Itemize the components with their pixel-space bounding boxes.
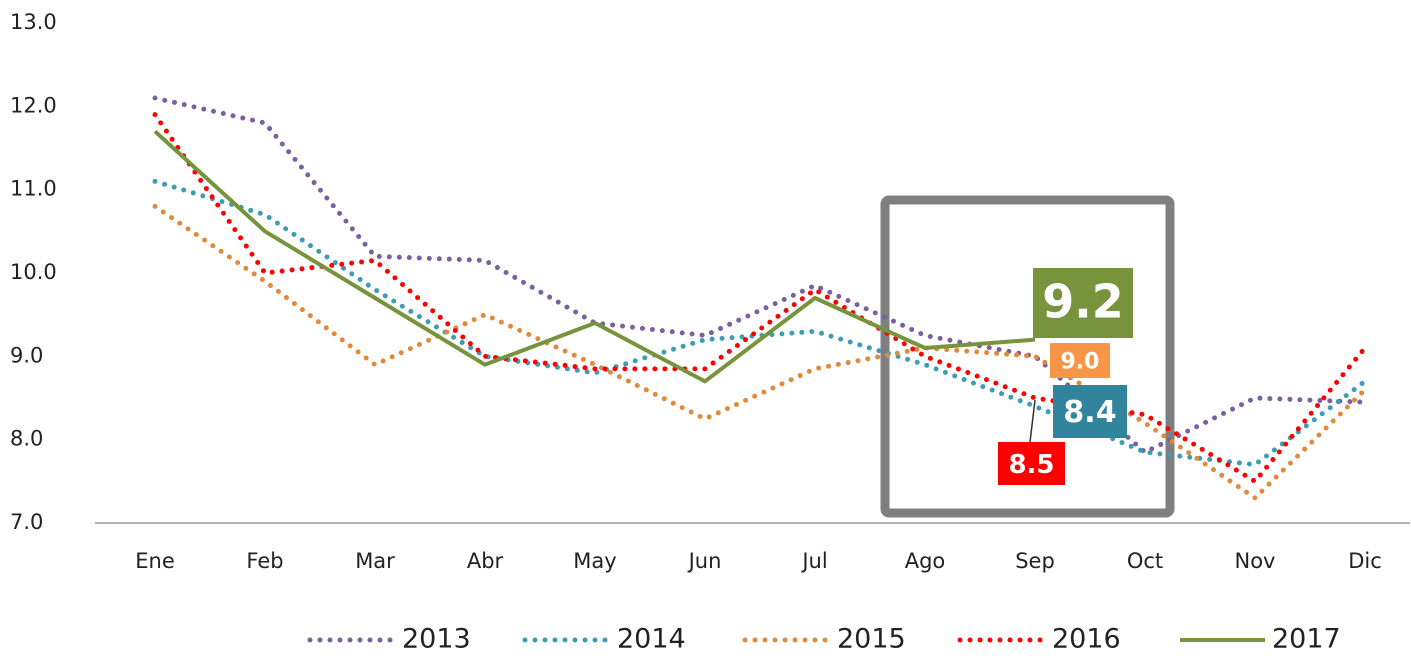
x-tick-label: May [573, 549, 616, 573]
y-tick-label: 12.0 [10, 93, 57, 117]
y-tick-label: 10.0 [10, 260, 57, 284]
x-tick-label: Ago [905, 549, 946, 573]
y-tick-label: 11.0 [10, 177, 57, 201]
y-tick-label: 9.0 [10, 343, 43, 367]
highlight-box [880, 195, 1175, 518]
y-tick-label: 8.0 [10, 427, 43, 451]
x-tick-label: Sep [1015, 549, 1055, 573]
series-line [152, 178, 1368, 468]
legend-label: 2016 [1052, 624, 1121, 655]
data-label: 8.5 [1008, 450, 1054, 480]
series-line [152, 112, 1368, 484]
x-tick-label: Dic [1348, 549, 1382, 573]
data-label: 9.2 [1042, 275, 1124, 329]
data-label: 9.0 [1061, 350, 1100, 375]
x-tick-label: Nov [1235, 549, 1276, 573]
legend-label: 2013 [402, 624, 471, 655]
legend-label: 2015 [837, 624, 906, 655]
x-tick-label: Oct [1127, 549, 1163, 573]
x-tick-label: Ene [135, 549, 175, 573]
series-line [153, 129, 1036, 384]
data-label-box [1033, 268, 1133, 338]
x-tick-label: Jun [687, 549, 722, 573]
series-line [152, 203, 1368, 501]
data-label-box [998, 442, 1065, 485]
legend-label: 2017 [1272, 624, 1341, 655]
data-label-box [1050, 343, 1110, 378]
data-label-box [1053, 385, 1127, 438]
x-tick-label: Feb [246, 549, 283, 573]
data-label: 8.4 [1063, 395, 1116, 430]
legend-label: 2014 [617, 624, 686, 655]
leader-line [1029, 399, 1036, 443]
x-tick-label: Jul [800, 549, 827, 573]
y-tick-label: 7.0 [10, 510, 43, 534]
y-tick-label: 13.0 [10, 10, 57, 34]
x-tick-label: Mar [355, 549, 395, 573]
x-tick-label: Abr [467, 549, 504, 573]
